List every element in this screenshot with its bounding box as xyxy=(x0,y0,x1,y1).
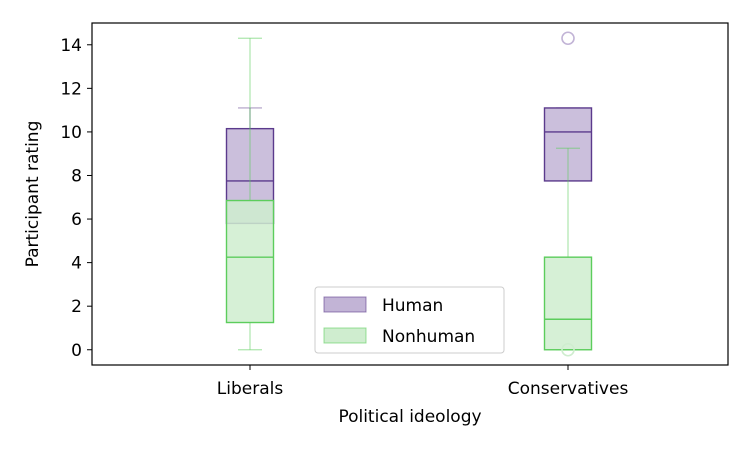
box-nonhuman-conservatives xyxy=(543,147,593,357)
axes-frame xyxy=(91,22,729,366)
y-tick-label: 12 xyxy=(60,79,82,99)
legend-swatch-human xyxy=(323,296,367,313)
outlier-point xyxy=(561,342,575,357)
y-tick-label: 4 xyxy=(71,254,82,274)
series-nonhuman xyxy=(225,37,593,357)
y-tick-label: 2 xyxy=(71,297,82,317)
box-nonhuman-liberals xyxy=(225,37,275,351)
legend: Human Nonhuman xyxy=(314,286,505,354)
y-axis: 0 2 4 6 8 10 12 14 xyxy=(60,36,92,361)
x-axis: Liberals Conservatives xyxy=(217,365,629,399)
legend-swatch-nonhuman xyxy=(323,327,367,344)
y-tick-label: 8 xyxy=(71,166,82,186)
outlier-point xyxy=(561,31,575,46)
legend-label-human: Human xyxy=(382,296,443,316)
y-tick-label: 14 xyxy=(60,36,82,56)
x-tick-label: Conservatives xyxy=(508,379,629,399)
box-iqr xyxy=(225,199,275,324)
legend-label-nonhuman: Nonhuman xyxy=(382,327,475,347)
x-tick-label: Liberals xyxy=(217,379,284,399)
plot-area xyxy=(225,31,593,357)
y-axis-label: Participant rating xyxy=(23,121,43,268)
y-tick-label: 6 xyxy=(71,210,82,230)
y-tick-label: 10 xyxy=(60,123,82,143)
x-axis-label: Political ideology xyxy=(338,407,481,427)
series-human xyxy=(225,31,593,225)
box-iqr xyxy=(543,256,593,351)
y-tick-label: 0 xyxy=(71,341,82,361)
